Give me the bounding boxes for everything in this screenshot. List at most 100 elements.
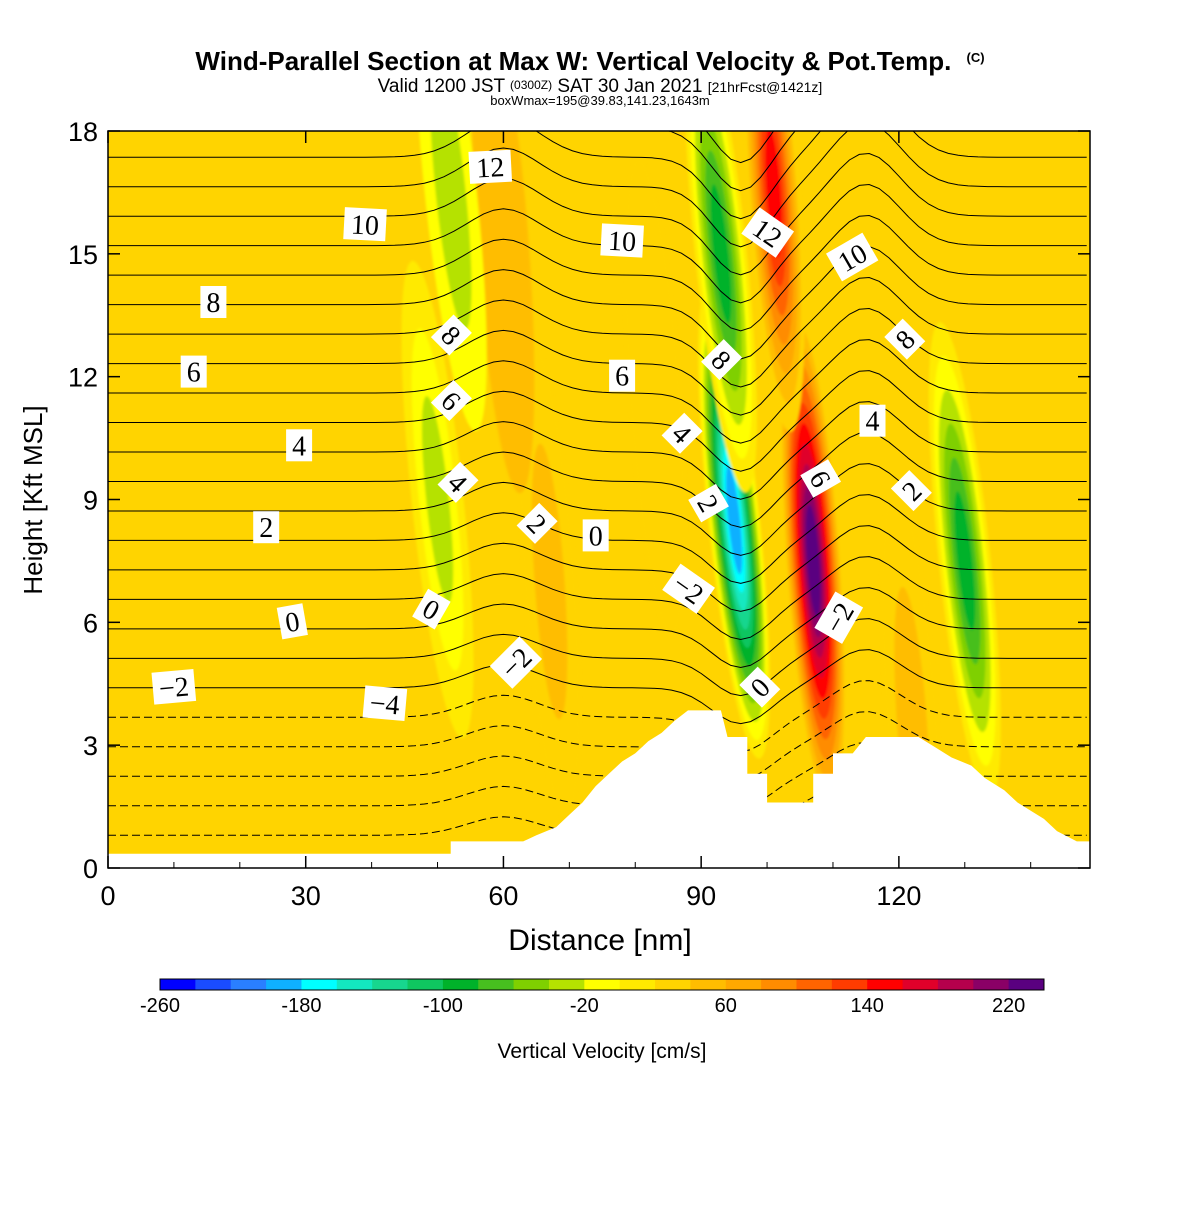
- contour-label-box: [412, 588, 451, 630]
- contour-label: 6: [180, 355, 207, 389]
- contour-label: −2: [151, 669, 197, 705]
- contour-label-box: [180, 355, 207, 388]
- y-tick-label: 12: [68, 363, 98, 393]
- theta-contour-line: [108, 131, 1087, 248]
- colorbar-swatch: [937, 979, 974, 990]
- contour-label-box: [276, 603, 308, 640]
- theta-contour-line: [108, 401, 1087, 500]
- colorbar-swatch: [442, 979, 479, 990]
- colorbar-tick-label: -20: [570, 995, 599, 1017]
- contour-label-box: [468, 149, 513, 184]
- colorbar-swatch: [160, 979, 196, 990]
- theta-contour-line: [108, 370, 1087, 472]
- theta-contour-line: [108, 556, 1087, 641]
- contour-label: 8: [200, 286, 227, 319]
- colorbar-swatch: [195, 979, 232, 990]
- contour-label-text: 2: [259, 513, 273, 544]
- theta-contour-line: [108, 742, 1087, 809]
- colorbar-swatch: [336, 979, 373, 990]
- contour-label-box: [609, 359, 636, 392]
- theta-contour-line: [108, 131, 1087, 220]
- contour-label: 2: [890, 470, 932, 512]
- colorbar-swatch: [548, 979, 585, 990]
- theta-contour-line: [108, 525, 1087, 612]
- colorbar-tick-label: -180: [281, 995, 321, 1017]
- contour-label-text: −4: [369, 688, 401, 721]
- colorbar-swatch: [867, 979, 904, 990]
- updraft-band: [472, 131, 535, 494]
- contour-label: 10: [343, 207, 387, 242]
- contour-label-text: 6: [615, 362, 629, 393]
- y-tick-label: 9: [83, 486, 98, 516]
- theta-contour-line: [108, 276, 1087, 388]
- updraft-core: [624, 157, 686, 637]
- colorbar-tick-label: -260: [140, 995, 180, 1017]
- contour-label-text: 4: [866, 407, 880, 438]
- contour-label-box: [826, 232, 879, 282]
- contour-label-box: [859, 404, 886, 437]
- updraft-band: [624, 157, 686, 637]
- colorbar-swatch: [973, 979, 1010, 990]
- contour-label: 12: [468, 149, 513, 185]
- contour-label: 4: [859, 404, 886, 438]
- contour-label-box: [430, 379, 472, 421]
- contour-label-box: [362, 685, 408, 721]
- colorbar-swatch: [266, 979, 302, 990]
- downdraft-band: [429, 131, 472, 330]
- contour-label: 2: [253, 511, 280, 544]
- contour-label-box: [437, 461, 479, 503]
- contour-label-box: [600, 223, 644, 258]
- y-tick-label: 0: [83, 854, 98, 884]
- contour-label-text: 12: [476, 152, 506, 184]
- contour-label-text: 10: [607, 226, 637, 258]
- y-tick-label: 18: [68, 117, 98, 147]
- contour-label: 6: [609, 359, 636, 393]
- colorbar-swatch: [478, 979, 515, 990]
- downdraft-band: [954, 491, 976, 631]
- contour-label-box: [814, 591, 864, 644]
- colorbar-swatch: [831, 979, 868, 990]
- theta-contour-line: [108, 183, 1087, 304]
- x-tick-label: 60: [488, 881, 518, 911]
- contour-label-box: [489, 636, 543, 689]
- colorbar-swatch: [1008, 979, 1045, 990]
- colorbar: -260 -180 -100 -20 60 140 220: [140, 978, 1045, 1017]
- contour-label-box: [739, 666, 781, 708]
- colorbar-swatch: [230, 979, 267, 990]
- contour-label-box: [430, 314, 472, 356]
- copyright-mark: (C): [967, 50, 985, 65]
- colorbar-swatch: [513, 979, 550, 990]
- colorbar-swatch: [301, 979, 338, 990]
- contour-label: 0: [276, 603, 308, 640]
- y-axis-label: Height [Kft MSL]: [18, 405, 48, 594]
- contour-label-box: [286, 429, 313, 462]
- colorbar-swatch: [584, 979, 621, 990]
- x-tick-label: 90: [686, 881, 716, 911]
- contour-label-box: [884, 318, 926, 360]
- contour-label-text: −2: [158, 672, 190, 705]
- downdraft-band: [710, 184, 732, 324]
- contour-label-box: [662, 563, 715, 614]
- y-tick-label: 6: [83, 608, 98, 638]
- theta-contour-line: [108, 339, 1087, 444]
- colorbar-frame: [159, 978, 1045, 991]
- downdraft-core: [414, 131, 487, 432]
- x-tick-label: 30: [291, 881, 321, 911]
- downdraft-band: [725, 465, 743, 575]
- contour-label-text: 0: [589, 521, 603, 552]
- downdraft-core: [698, 281, 771, 759]
- theta-contour-line: [108, 432, 1087, 528]
- theta-contour-line: [108, 618, 1087, 697]
- contour-label-text: 6: [187, 358, 201, 389]
- contour-label-box: [516, 502, 558, 544]
- colorbar-swatch: [796, 979, 833, 990]
- contour-label-box: [200, 286, 227, 318]
- box-info-line: boxWmax=195@39.83,141.23,1643m: [490, 93, 710, 108]
- updraft-core: [742, 131, 805, 432]
- colorbar-swatch: [690, 979, 727, 990]
- updraft-band: [805, 504, 821, 618]
- contour-label-box: [701, 339, 743, 381]
